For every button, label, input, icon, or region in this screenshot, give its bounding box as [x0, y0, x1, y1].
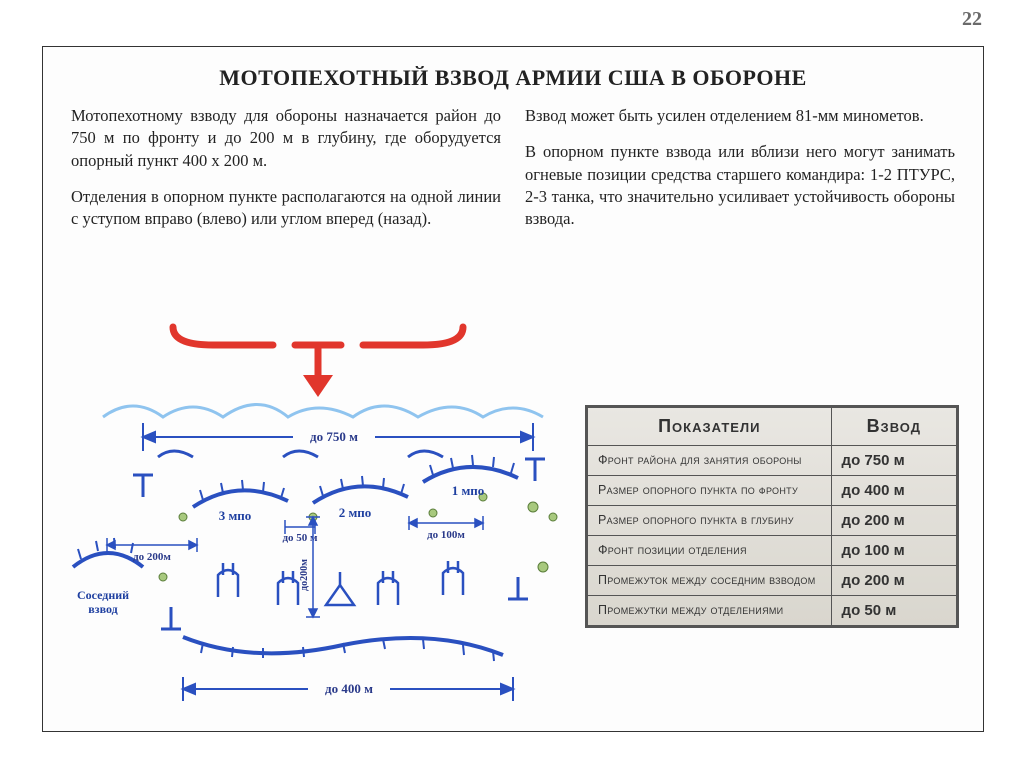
- unit-3-label: 3 мпо: [219, 508, 252, 523]
- unit-1-label: 1 мпо: [452, 483, 485, 498]
- squad-trenches: [193, 455, 518, 507]
- row-value: до 50 м: [831, 596, 956, 626]
- neighbor-label2: взвод: [88, 602, 117, 616]
- table-row: Фронт района для занятия обороныдо 750 м: [588, 446, 957, 476]
- row-label: Размер опорного пункта в глубину: [588, 506, 832, 536]
- page-frame: МОТОПЕХОТНЫЙ ВЗВОД АРМИИ США В ОБОРОНЕ М…: [42, 46, 984, 732]
- dim-400-label: до 400 м: [325, 681, 373, 696]
- vehicles: [218, 561, 463, 605]
- text-columns: Мотопехотному взводу для обороны назнача…: [43, 105, 983, 244]
- table-row: Фронт позиции отделениядо 100 м: [588, 536, 957, 566]
- unit-2-label: 2 мпо: [339, 505, 372, 520]
- table-row: Размер опорного пункта в глубинудо 200 м: [588, 506, 957, 536]
- row-value: до 100 м: [831, 536, 956, 566]
- row-label: Промежуток между соседним взводом: [588, 566, 832, 596]
- attack-arrow-icon: [173, 327, 463, 397]
- table-head-1: Показатели: [588, 408, 832, 446]
- table-head-2: Взвод: [831, 408, 956, 446]
- table-row: Промежуток между соседним взводомдо 200 …: [588, 566, 957, 596]
- right-column: Взвод может быть усилен отделением 81-мм…: [525, 105, 955, 244]
- page-number: 22: [962, 8, 982, 31]
- row-value: до 200 м: [831, 506, 956, 536]
- para-l2: Отделения в опорном пункте располагаются…: [71, 186, 501, 231]
- dim-100: [409, 516, 483, 530]
- row-label: Размер опорного пункта по фронту: [588, 476, 832, 506]
- table-row: Промежутки между отделениямидо 50 м: [588, 596, 957, 626]
- row-value: до 400 м: [831, 476, 956, 506]
- parameters-table: Показатели Взвод Фронт района для заняти…: [585, 405, 959, 628]
- para-l1: Мотопехотному взводу для обороны назнача…: [71, 105, 501, 172]
- dim-100-label: до 100м: [427, 529, 465, 541]
- dim-200-depth-label: до200м: [299, 559, 310, 591]
- dim-750-label: до 750 м: [310, 429, 358, 444]
- table-row: Размер опорного пункта по фронтудо 400 м: [588, 476, 957, 506]
- page-title: МОТОПЕХОТНЫЙ ВЗВОД АРМИИ США В ОБОРОНЕ: [43, 65, 983, 91]
- forward-trenches: [158, 451, 443, 457]
- dim-200-left-label: до 200м: [133, 551, 171, 563]
- row-value: до 200 м: [831, 566, 956, 596]
- row-label: Фронт района для занятия обороны: [588, 446, 832, 476]
- left-column: Мотопехотному взводу для обороны назнача…: [71, 105, 501, 244]
- neighbor-label1: Соседний: [77, 588, 129, 602]
- row-label: Промежутки между отделениями: [588, 596, 832, 626]
- dim-200-left: [107, 538, 197, 552]
- horizon-icon: [103, 405, 543, 418]
- para-r2: В опорном пункте взвода или вблизи него …: [525, 141, 955, 230]
- row-label: Фронт позиции отделения: [588, 536, 832, 566]
- para-r1: Взвод может быть усилен отделением 81-мм…: [525, 105, 955, 127]
- row-value: до 750 м: [831, 446, 956, 476]
- tactical-diagram: до 750 м: [63, 317, 583, 717]
